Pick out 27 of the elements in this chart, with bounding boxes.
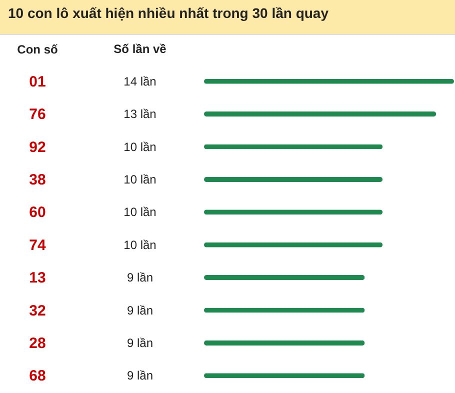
y-axis-title: Con số [17, 42, 58, 56]
data-label: 10 lần [124, 140, 156, 154]
bar [204, 112, 436, 117]
data-label: 13 lần [124, 107, 156, 122]
y-tick-label: 74 [29, 236, 46, 254]
data-label: 10 lần [124, 172, 156, 186]
bar [204, 176, 383, 182]
y-tick-label: 60 [29, 204, 46, 222]
text: Số lần về [114, 42, 167, 56]
bar [204, 340, 365, 346]
bar [204, 275, 365, 280]
y-tick-label: 28 [29, 334, 46, 352]
y-tick-label: 13 [29, 270, 46, 287]
data-label: 14 lần [124, 74, 156, 88]
data-label: 9 lần [126, 270, 154, 285]
data-label: 9 lần [126, 336, 154, 350]
y-tick-label: 92 [29, 138, 46, 156]
y-tick-label: 32 [29, 302, 46, 320]
data-label: 9 lần [126, 303, 154, 318]
y-tick-label: 68 [29, 368, 46, 385]
data-label: 9 lần [126, 368, 154, 383]
chart-title: 10 con lô xuất hiện nhiều nhất trong 30 lần quay [8, 5, 329, 21]
y-tick-label: 01 [29, 73, 46, 90]
y-tick-label: 76 [29, 106, 46, 124]
data-label: 10 lần [124, 205, 156, 220]
data-label: 10 lần [124, 238, 156, 252]
y-tick-label: 38 [29, 171, 46, 188]
